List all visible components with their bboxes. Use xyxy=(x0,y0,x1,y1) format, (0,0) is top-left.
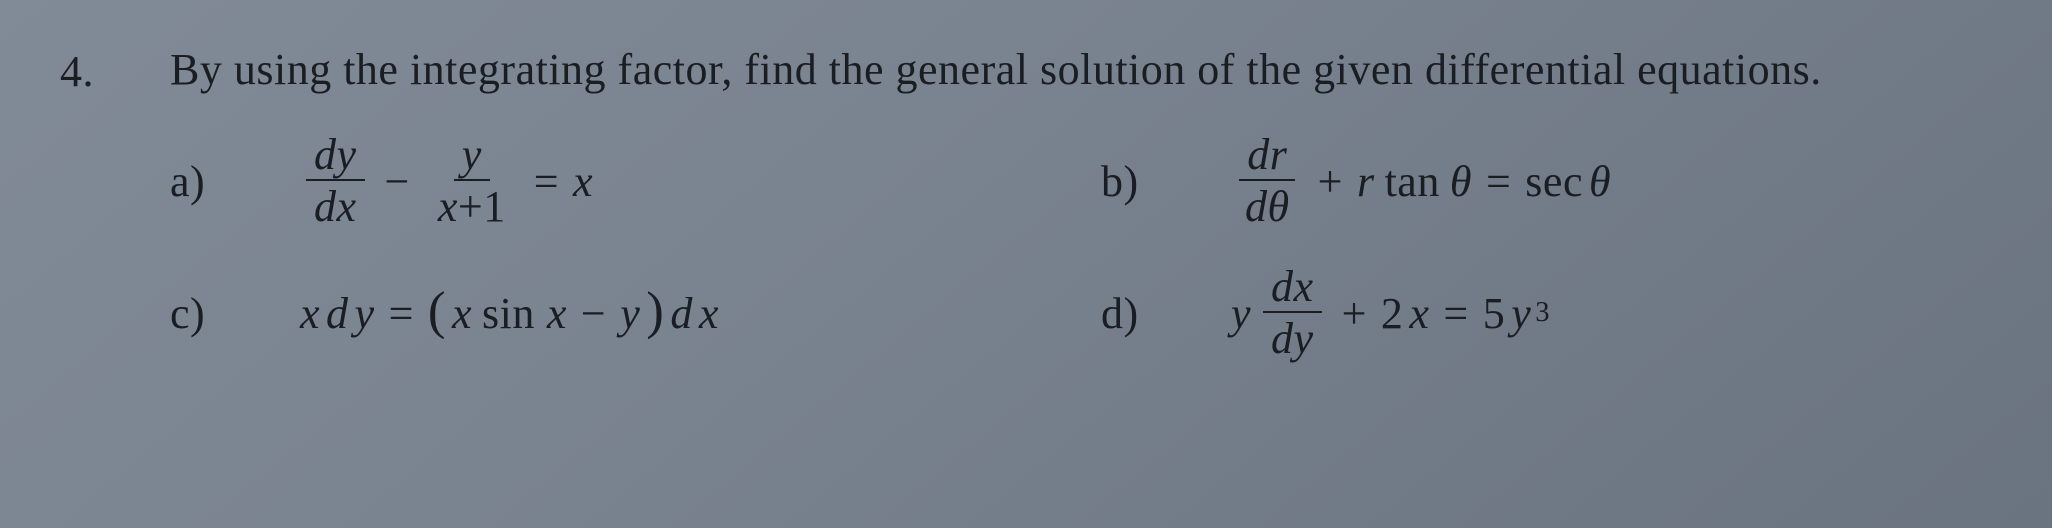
x-text: x xyxy=(1409,288,1429,339)
theta-text: θ xyxy=(1450,156,1472,207)
question-row: 4. By using the integrating factor, find… xyxy=(60,40,1992,361)
part-b-equation: dr dθ + r tan θ = sec θ xyxy=(1231,133,1611,229)
part-a: a) dy dx − y xyxy=(170,133,1061,229)
part-a-equation: dy dx − y x+1 = xyxy=(300,133,593,229)
r-text: r xyxy=(1270,130,1288,179)
r-text: r xyxy=(1357,156,1375,207)
x-text: x xyxy=(452,288,472,339)
d-text: d xyxy=(314,130,337,179)
part-b: b) dr dθ + r tan θ xyxy=(1101,133,1992,229)
d-text: d xyxy=(1271,262,1294,311)
d-text: d xyxy=(314,182,337,231)
plus-text: + xyxy=(458,182,483,231)
question-content: By using the integrating factor, find th… xyxy=(170,40,1992,361)
d-text: d xyxy=(1245,182,1268,231)
frac-y-xplus1: y x+1 xyxy=(430,133,514,229)
frac-dy-dx: dy dx xyxy=(306,133,365,229)
x-text: x xyxy=(699,288,719,339)
y-text: y xyxy=(454,133,490,181)
y-text: y xyxy=(355,288,375,339)
equals-op: = xyxy=(534,156,559,207)
d-text: d xyxy=(670,288,693,339)
x-text: x xyxy=(337,182,357,231)
tan-text: tan xyxy=(1385,156,1440,207)
y-text: y xyxy=(1511,288,1531,339)
question-stem: By using the integrating factor, find th… xyxy=(170,40,1992,99)
part-c-label: c) xyxy=(170,288,300,339)
part-c: c) x d y = ( x sin x − y ) d x xyxy=(170,265,1061,361)
exponent-3: 3 xyxy=(1535,297,1550,329)
theta-text: θ xyxy=(1589,156,1611,207)
parts-grid: a) dy dx − y xyxy=(170,133,1992,361)
plus-op: + xyxy=(1342,288,1367,339)
minus-op: − xyxy=(581,288,606,339)
one-text: 1 xyxy=(483,182,506,231)
page: 4. By using the integrating factor, find… xyxy=(0,0,2052,401)
y-text: y xyxy=(620,288,640,339)
part-c-equation: x d y = ( x sin x − y ) d x xyxy=(300,283,719,343)
question-number: 4. xyxy=(60,40,170,97)
part-a-label: a) xyxy=(170,156,300,207)
part-d-label: d) xyxy=(1101,288,1231,339)
equals-op: = xyxy=(1486,156,1511,207)
minus-op: − xyxy=(385,156,410,207)
theta-text: θ xyxy=(1268,182,1290,231)
y-text: y xyxy=(337,130,357,179)
plus-op: + xyxy=(1318,156,1343,207)
x-text: x xyxy=(438,182,458,231)
x-text: x xyxy=(547,288,567,339)
rparen: ) xyxy=(646,281,664,341)
part-b-label: b) xyxy=(1101,156,1231,207)
x-text: x xyxy=(300,288,320,339)
sin-text: sin xyxy=(482,288,535,339)
frac-dr-dtheta: dr dθ xyxy=(1237,133,1298,229)
equals-op: = xyxy=(1443,288,1468,339)
rhs-x: x xyxy=(573,156,593,207)
d-text: d xyxy=(326,288,349,339)
equals-op: = xyxy=(389,288,414,339)
sec-text: sec xyxy=(1525,156,1583,207)
y-text: y xyxy=(1231,288,1251,339)
five-text: 5 xyxy=(1483,288,1506,339)
y-text: y xyxy=(1294,314,1314,363)
part-d-equation: y dx dy + 2 x = 5 xyxy=(1231,265,1550,361)
two-text: 2 xyxy=(1381,288,1404,339)
d-text: d xyxy=(1271,314,1294,363)
d-text: d xyxy=(1247,130,1270,179)
x-text: x xyxy=(1294,262,1314,311)
lparen: ( xyxy=(428,281,446,341)
part-d: d) y dx dy + 2 x xyxy=(1101,265,1992,361)
frac-dx-dy: dx dy xyxy=(1263,265,1322,361)
